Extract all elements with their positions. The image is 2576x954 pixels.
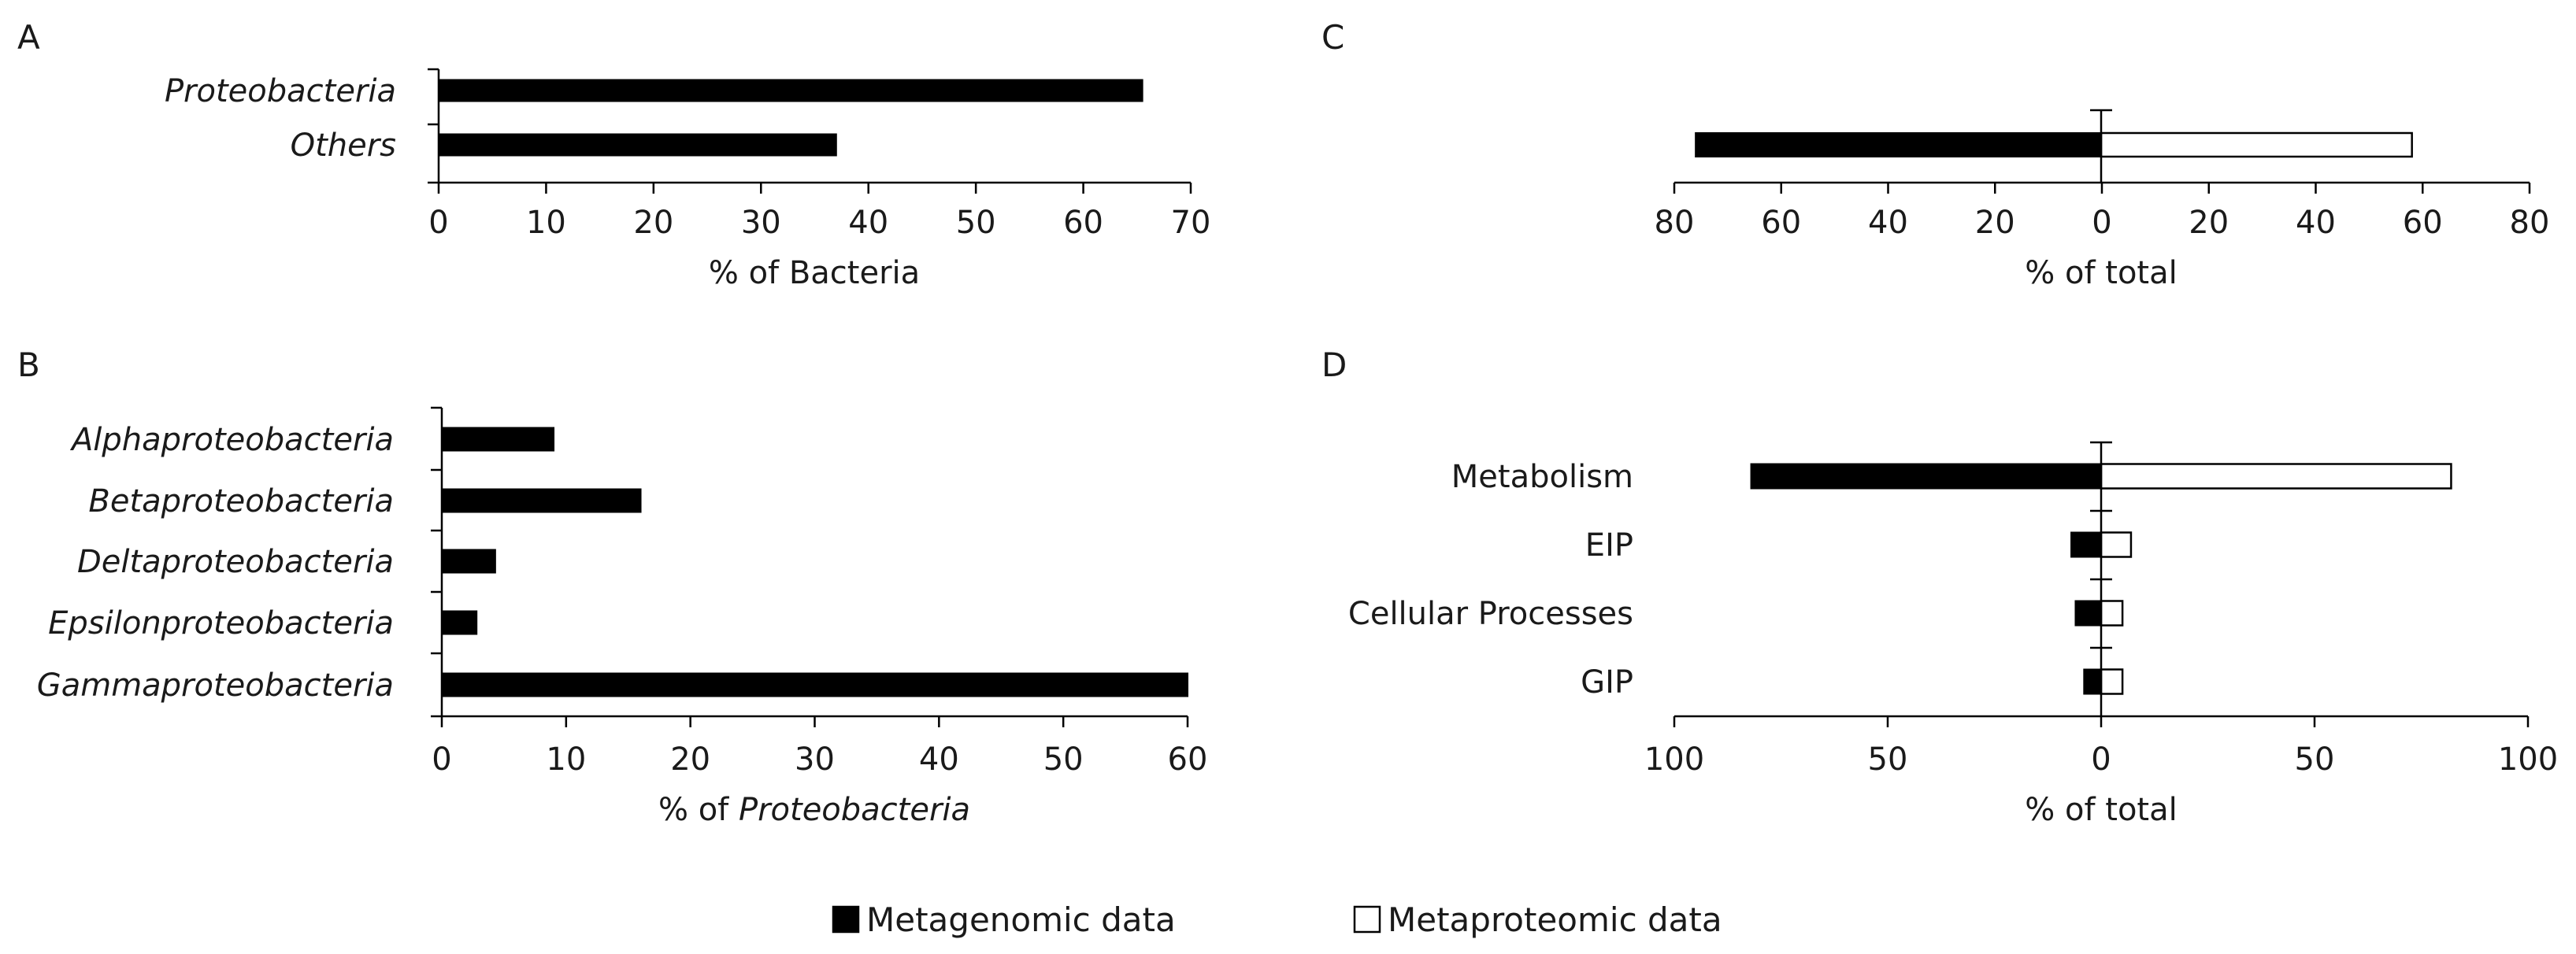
- panel-c-marks: 80 60 40 20 0 20 40 60 80: [1655, 109, 2550, 241]
- panel-b-x-tick-label: 60: [1168, 741, 1208, 778]
- panel-d-bar-metaproteomic-eip: [2100, 531, 2133, 558]
- panel-d-bar-metagenomic-eip: [2070, 531, 2103, 558]
- panel-a-bar-proteobacteria: [438, 79, 1143, 102]
- panel-a-x-axis-title: % of Bacteria: [709, 255, 920, 291]
- panel-d: D 100 50 0 50 100 Metabolism EIP Cellular Proce…: [1321, 346, 2558, 828]
- panel-d-category-label: Metabolism: [1451, 459, 1633, 495]
- panel-b-x-axis-title-italic: Proteobacteria: [739, 792, 970, 828]
- legend-label-metaproteomic: Metaproteomic data: [1388, 900, 1722, 939]
- panel-c-x-tick-label: 20: [2189, 205, 2229, 241]
- panel-d-x-tick-label: 0: [2091, 741, 2111, 778]
- panel-d-x-axis-title: % of total: [2025, 792, 2177, 828]
- panel-c-x-axis-title: % of total: [2025, 255, 2177, 291]
- panel-d-x-tick-label: 50: [2295, 741, 2335, 778]
- panel-b-x-axis-title: % of Proteobacteria: [658, 792, 970, 828]
- panel-b-x-tick-label: 10: [546, 741, 586, 778]
- panel-a-x-tick-label: 0: [428, 205, 448, 241]
- panel-b-category-label: Betaproteobacteria: [88, 483, 394, 520]
- panel-a-x-tick-label: 40: [848, 205, 888, 241]
- panel-b-bar-gammaproteobacteria: [441, 672, 1188, 697]
- panel-b-x-tick-label: 20: [670, 741, 710, 778]
- panel-c-bar-metaproteomic: [2100, 131, 2413, 158]
- panel-b-bar-alphaproteobacteria: [441, 427, 555, 452]
- panel-b-category-label: Alphaproteobacteria: [69, 422, 394, 458]
- panel-d-letter: D: [1321, 346, 1347, 384]
- panel-b-category-label: Epsilonproteobacteria: [48, 605, 394, 642]
- panel-b-bar-epsilonproteobacteria: [441, 610, 478, 635]
- panel-a-category-label: Others: [291, 128, 396, 164]
- panel-b-bar-betaproteobacteria: [441, 488, 642, 513]
- panel-d-x-tick-label: 50: [1868, 741, 1908, 778]
- panel-d-category-label: GIP: [1581, 664, 1633, 701]
- panel-c-x-tick-label: 40: [1868, 205, 1908, 241]
- legend-label-metagenomic: Metagenomic data: [866, 900, 1176, 939]
- panel-c-x-tick-label: 60: [2403, 205, 2443, 241]
- panel-c-x-tick-label: 0: [2092, 205, 2111, 241]
- panel-a-x-tick-label: 50: [956, 205, 996, 241]
- panel-c-x-tick-label: 40: [2296, 205, 2336, 241]
- panel-a-x-tick-label: 10: [526, 205, 566, 241]
- panel-d-x-tick-label: 100: [2498, 741, 2558, 778]
- panel-b-x-tick-label: 30: [795, 741, 835, 778]
- panel-a-category-label: Proteobacteria: [165, 73, 396, 109]
- panel-b-letter: B: [17, 346, 40, 384]
- panel-b-x-tick-label: 40: [919, 741, 959, 778]
- panel-d-x-tick-label: 100: [1644, 741, 1704, 778]
- panel-c-x-tick-label: 60: [1761, 205, 1801, 241]
- panel-a: A 0 10 20 30 40 50 60 70 Proteobacteria Others % …: [17, 18, 1210, 291]
- panel-a-bar-others: [438, 133, 837, 157]
- panel-a-letter: A: [17, 18, 40, 57]
- panel-a-x-tick-label: 20: [633, 205, 673, 241]
- panel-d-bar-metaproteomic-gip: [2100, 668, 2124, 695]
- panel-a-marks: 0 10 20 30 40 50 60 70 Proteobacteria Others: [165, 68, 1211, 241]
- panel-c-x-tick-label: 20: [1975, 205, 2015, 241]
- panel-c-bar-metagenomic: [1695, 132, 2102, 157]
- legend-swatch-metaproteomic: [1353, 905, 1381, 934]
- panel-b-x-tick-label: 0: [432, 741, 451, 778]
- panel-c-x-tick-label: 80: [2510, 205, 2550, 241]
- panel-d-category-label: EIP: [1585, 527, 1633, 564]
- panel-b-category-label: Deltaproteobacteria: [77, 544, 394, 580]
- panel-b-bar-deltaproteobacteria: [441, 549, 496, 574]
- panel-d-bar-metagenomic-gip: [2083, 668, 2103, 695]
- panel-d-category-label: Cellular Processes: [1348, 596, 1633, 632]
- panel-c-letter: C: [1321, 18, 1344, 57]
- panel-d-marks: 100 50 0 50 100 Metabolism EIP Cellular Process…: [1348, 441, 2558, 778]
- panel-d-bar-metagenomic-cellular-processes: [2074, 600, 2102, 627]
- panel-b-x-tick-label: 50: [1043, 741, 1084, 778]
- panel-a-x-tick-label: 70: [1171, 205, 1211, 241]
- panel-d-bar-metaproteomic-cellular-processes: [2100, 600, 2124, 627]
- panel-b-marks: 0 10 20 30 40 50 60 Alphaproteobacteria Betaprot…: [37, 406, 1208, 778]
- panel-a-x-tick-label: 30: [741, 205, 781, 241]
- panel-b: B 0 10 20 30 40 50 60 Alphaproteobacteria Betapr…: [17, 346, 1207, 828]
- panel-b-category-label: Gammaproteobacteria: [37, 667, 394, 704]
- panel-b-x-axis-title-prefix: % of: [658, 792, 739, 828]
- panel-c-x-tick-label: 80: [1655, 205, 1695, 241]
- panel-d-bar-metaproteomic-metabolism: [2100, 463, 2452, 490]
- legend: Metagenomic data Metaproteomic data: [832, 900, 1722, 939]
- panel-d-bar-metagenomic-metabolism: [1750, 463, 2103, 490]
- legend-swatch-metagenomic: [832, 905, 860, 934]
- panel-c: C 80 60 40 20 0 20 40 60 80 % of total: [1321, 18, 2549, 291]
- panel-a-x-tick-label: 60: [1063, 205, 1103, 241]
